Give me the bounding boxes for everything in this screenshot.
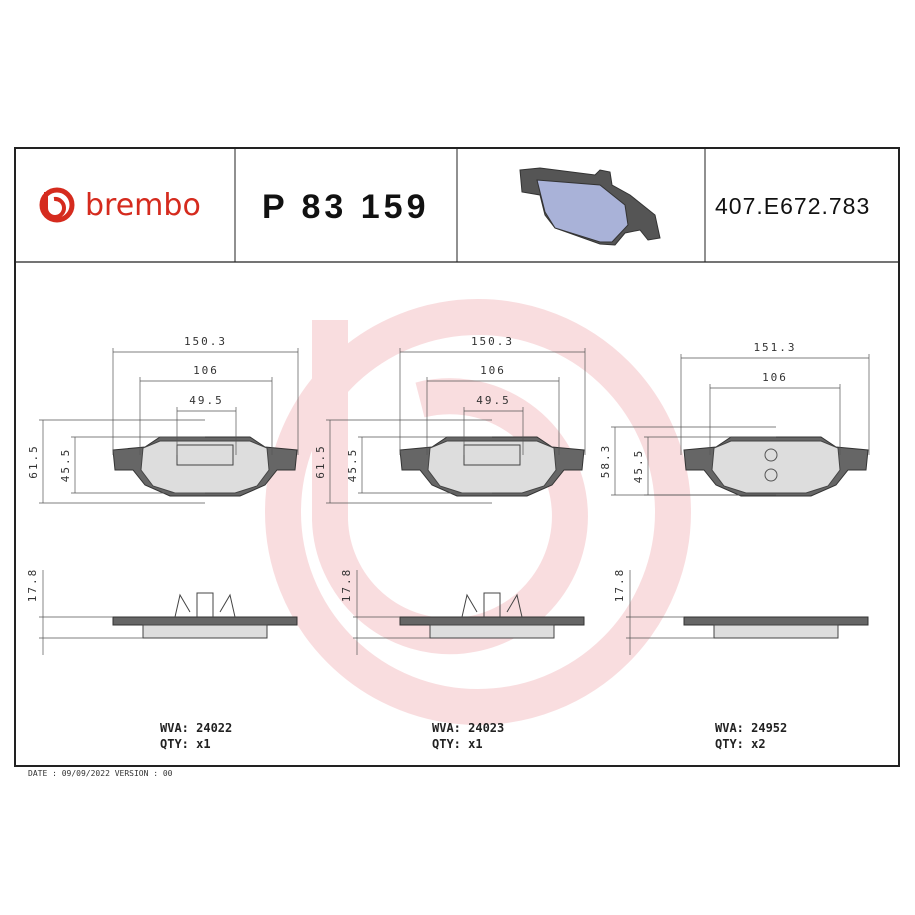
dimension-line [644,436,776,496]
dimension-line [139,377,273,455]
dimension-line [39,419,205,504]
dimension-label: 49.5 [189,394,224,407]
hole [764,448,778,462]
dimension-label: 151.3 [753,341,796,354]
dimension-label: 150.3 [471,335,514,348]
side-clip [174,592,236,618]
friction-material [140,440,270,494]
dimension-label: 17.8 [26,568,39,603]
dimension-label: 45.5 [59,448,72,483]
dimension-line [71,436,205,494]
dimension-line [680,354,870,455]
qty-label: QTY: x2 [715,737,766,751]
side-friction [142,624,268,639]
part-number: P 83 159 [262,188,430,226]
dimension-label: 150.3 [184,335,227,348]
qty-label: QTY: x1 [160,737,211,751]
side-clip [461,592,523,618]
brand-logo [39,187,75,223]
dimension-label: 45.5 [346,448,359,483]
dimension-line [426,377,560,455]
dimension-label: 106 [193,364,219,377]
pad-drawing: 150.3 106 49.5 61.5 45.5 17.8 WVA: 24023 QTY: x… [314,335,586,751]
wva-label: WVA: 24952 [715,721,787,735]
pad-drawing: 151.3 106 58.3 45.5 17.8 WVA: 24952 QTY: x2 [599,341,870,751]
dimension-label: 106 [480,364,506,377]
side-backplate [399,616,585,626]
wva-label: WVA: 24022 [160,721,232,735]
side-backplate [683,616,869,626]
side-backplate [112,616,298,626]
side-friction [713,624,839,639]
friction-material [711,440,841,494]
qty-label: QTY: x1 [432,737,483,751]
brand-name: brembo [85,188,201,223]
dimension-line [709,384,841,455]
dimension-line [626,570,714,655]
pad-drawing: 150.3 106 49.5 61.5 45.5 17.8 WVA: 24022 QTY: x… [26,335,299,751]
dimension-line [176,407,237,455]
wva-label: WVA: 24023 [432,721,504,735]
dimension-line [358,436,492,494]
watermark [265,299,691,725]
dimension-label: 58.3 [599,444,612,479]
dimension-label: 61.5 [314,444,327,479]
product-code: 407.E672.783 [715,193,870,219]
dimension-line [326,419,492,504]
side-friction [429,624,555,639]
dimension-line [463,407,524,455]
dimension-label: 17.8 [340,568,353,603]
footer-info: DATE : 09/09/2022 VERSION : 00 [28,769,173,778]
dimension-label: 49.5 [476,394,511,407]
dimension-line [39,570,143,655]
dimension-label: 17.8 [613,568,626,603]
dimension-label: 45.5 [632,449,645,484]
pad-thumbnail [519,167,661,246]
dimension-line [353,570,430,655]
dimension-label: 106 [762,371,788,384]
friction-material [427,440,557,494]
hole [764,468,778,482]
dimension-label: 61.5 [27,444,40,479]
